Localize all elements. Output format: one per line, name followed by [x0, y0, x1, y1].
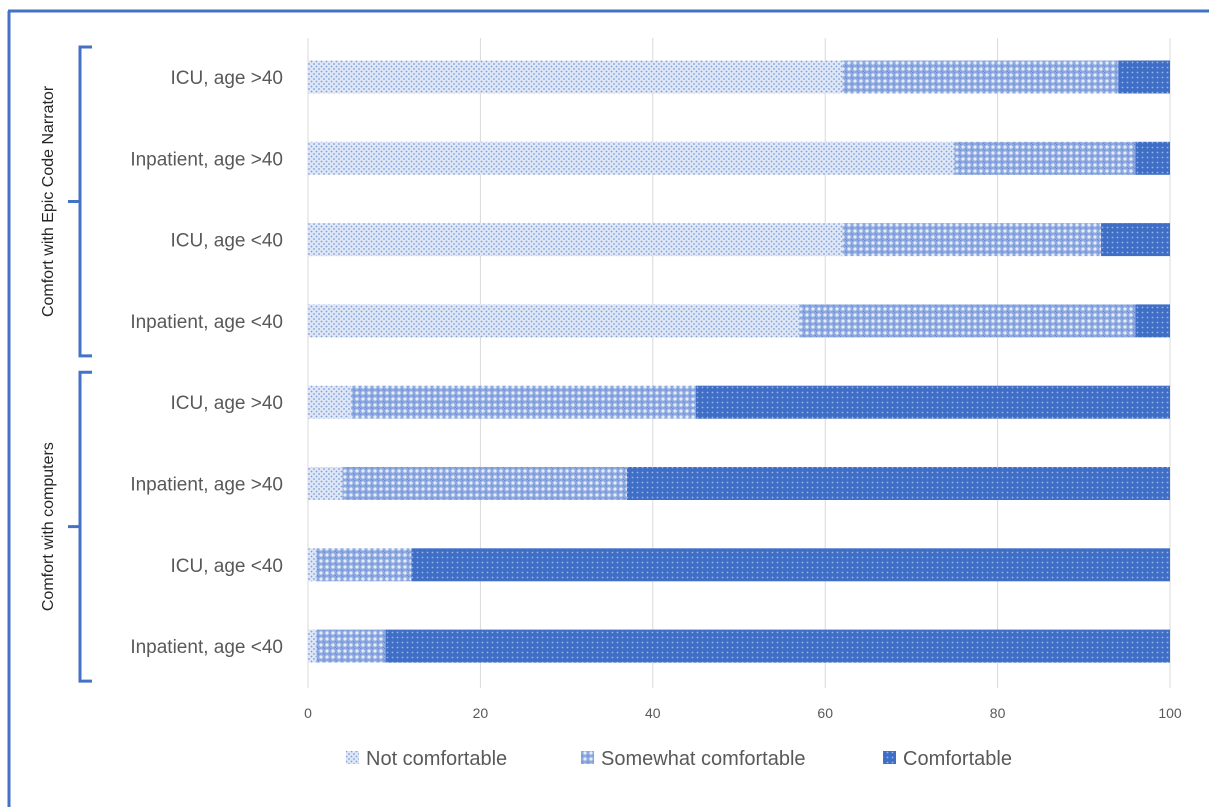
legend: Not comfortable Somewhat comfortable Comfo… [346, 748, 1012, 770]
category-label: ICU, age >40 [171, 393, 284, 414]
category-label: Inpatient, age >40 [130, 149, 283, 170]
comfortable-segment [411, 548, 1170, 582]
group-label: Comfort with computers [40, 442, 57, 611]
comfortable-segment [385, 629, 1171, 663]
category-label: ICU, age >40 [171, 68, 284, 89]
bars [308, 60, 1171, 663]
not-comfortable-segment [308, 548, 317, 582]
somewhat-comfortable-segment [316, 548, 412, 582]
category-labels: ICU, age >40 Inpatient, age >40 ICU, age <… [130, 68, 283, 658]
legend-entry: Somewhat comfortable [601, 748, 806, 770]
somewhat-comfortable-segment [799, 304, 1136, 338]
legend-entry: Not comfortable [366, 748, 507, 770]
somewhat-comfortable-segment [954, 141, 1136, 175]
comfortable-segment [1135, 304, 1170, 338]
x-tick-label: 0 [304, 705, 312, 721]
category-label: ICU, age <40 [171, 231, 284, 252]
somewhat-comfortable-segment [342, 467, 627, 500]
not-comfortable-segment [308, 385, 352, 419]
x-tick-label: 80 [990, 705, 1006, 721]
not-comfortable-segment [308, 223, 843, 257]
not-comfortable-segment [308, 141, 955, 175]
x-axis-ticks: 0 20 40 60 80 100 [304, 705, 1182, 721]
category-label: Inpatient, age >40 [130, 475, 283, 496]
x-tick-label: 100 [1158, 705, 1182, 721]
somewhat-comfortable-legend-swatch [581, 751, 594, 764]
comfortable-segment [695, 385, 1170, 419]
somewhat-comfortable-segment [842, 223, 1102, 257]
comfortable-segment [1135, 141, 1170, 175]
comfortable-segment [1118, 60, 1170, 94]
somewhat-comfortable-segment [316, 629, 386, 663]
comfortable-legend-swatch [883, 751, 896, 764]
category-label: Inpatient, age <40 [130, 637, 283, 658]
not-comfortable-segment [308, 467, 343, 500]
legend-entry: Comfortable [903, 748, 1012, 770]
group-label: Comfort with Epic Code Narrator [40, 85, 57, 317]
group-bracket [68, 370, 92, 683]
not-comfortable-legend-swatch [346, 751, 359, 764]
gridlines [307, 38, 1171, 688]
somewhat-comfortable-segment [842, 60, 1119, 94]
group-brackets: Comfort with Epic Code Narrator Comfort w… [40, 45, 92, 683]
somewhat-comfortable-segment [351, 385, 696, 419]
not-comfortable-segment [308, 304, 800, 338]
category-label: Inpatient, age <40 [130, 312, 283, 333]
comfortable-segment [1101, 223, 1170, 257]
not-comfortable-segment [308, 629, 317, 663]
x-tick-label: 60 [817, 705, 833, 721]
x-tick-label: 20 [473, 705, 489, 721]
group-bracket [68, 45, 92, 358]
not-comfortable-segment [308, 60, 843, 94]
category-label: ICU, age <40 [171, 556, 284, 577]
comfortable-segment [626, 467, 1170, 500]
x-tick-label: 40 [645, 705, 661, 721]
